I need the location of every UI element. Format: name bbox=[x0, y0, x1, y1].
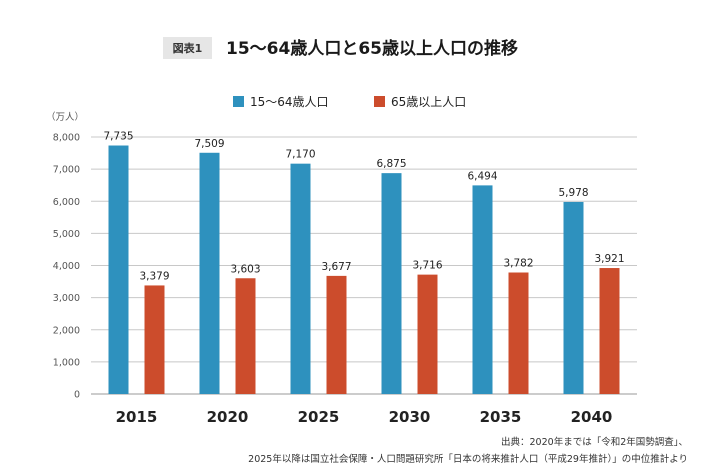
data-label: 5,978 bbox=[558, 187, 588, 199]
x-tick-label: 2040 bbox=[571, 408, 613, 426]
bar bbox=[417, 274, 438, 394]
data-label: 3,379 bbox=[139, 270, 169, 282]
y-tick-label: 6,000 bbox=[53, 197, 80, 208]
data-label: 3,782 bbox=[503, 258, 533, 270]
data-label: 3,677 bbox=[321, 261, 351, 273]
y-tick-label: 5,000 bbox=[53, 229, 80, 240]
bar bbox=[599, 268, 620, 394]
legend-swatch bbox=[233, 96, 244, 107]
bar bbox=[326, 275, 347, 394]
source-note: 出典：2020年までは「令和2年国勢調査」、 2025年以降は国立社会保障・人口… bbox=[248, 434, 688, 468]
y-tick-label: 3,000 bbox=[53, 293, 80, 304]
x-tick-label: 2020 bbox=[207, 408, 249, 426]
data-label: 3,921 bbox=[594, 253, 624, 265]
bar bbox=[290, 163, 311, 394]
legend-swatch bbox=[374, 96, 385, 107]
bar bbox=[108, 145, 129, 394]
x-tick-label: 2025 bbox=[298, 408, 340, 426]
data-label: 7,735 bbox=[103, 131, 133, 143]
y-tick-label: 7,000 bbox=[53, 165, 80, 176]
data-label: 6,494 bbox=[467, 170, 497, 182]
x-tick-label: 2035 bbox=[480, 408, 522, 426]
data-label: 7,509 bbox=[194, 138, 224, 150]
y-tick-label: 2,000 bbox=[53, 325, 80, 336]
source-line-1: 出典：2020年までは「令和2年国勢調査」、 bbox=[501, 437, 688, 448]
chart-title: 15〜64歳人口と65歳以上人口の推移 bbox=[226, 39, 518, 59]
bar bbox=[381, 173, 402, 394]
figure-label: 図表1 bbox=[163, 37, 212, 59]
data-label: 3,716 bbox=[412, 260, 442, 272]
y-tick-label: 8,000 bbox=[53, 133, 80, 144]
header: 図表1 15〜64歳人口と65歳以上人口の推移 bbox=[0, 0, 704, 70]
bar bbox=[144, 285, 165, 394]
y-tick-label: 4,000 bbox=[53, 261, 80, 272]
data-label: 7,170 bbox=[285, 149, 315, 161]
legend-label: 15〜64歳人口 bbox=[250, 95, 329, 109]
y-tick-label: 1,000 bbox=[53, 357, 80, 368]
legend-label: 65歳以上人口 bbox=[391, 95, 466, 109]
data-label: 6,875 bbox=[376, 158, 406, 170]
x-tick-label: 2015 bbox=[116, 408, 158, 426]
source-line-2: 2025年以降は国立社会保障・人口問題研究所「日本の将来推計人口（平成29年推計… bbox=[248, 454, 688, 465]
bar bbox=[235, 278, 256, 394]
bar bbox=[563, 201, 584, 394]
y-tick-label: 0 bbox=[74, 390, 80, 401]
bar bbox=[508, 272, 529, 394]
bar bbox=[199, 152, 220, 394]
data-label: 3,603 bbox=[230, 263, 260, 275]
y-axis-label: （万人） bbox=[46, 111, 84, 123]
x-tick-label: 2030 bbox=[389, 408, 431, 426]
bar bbox=[472, 185, 493, 394]
